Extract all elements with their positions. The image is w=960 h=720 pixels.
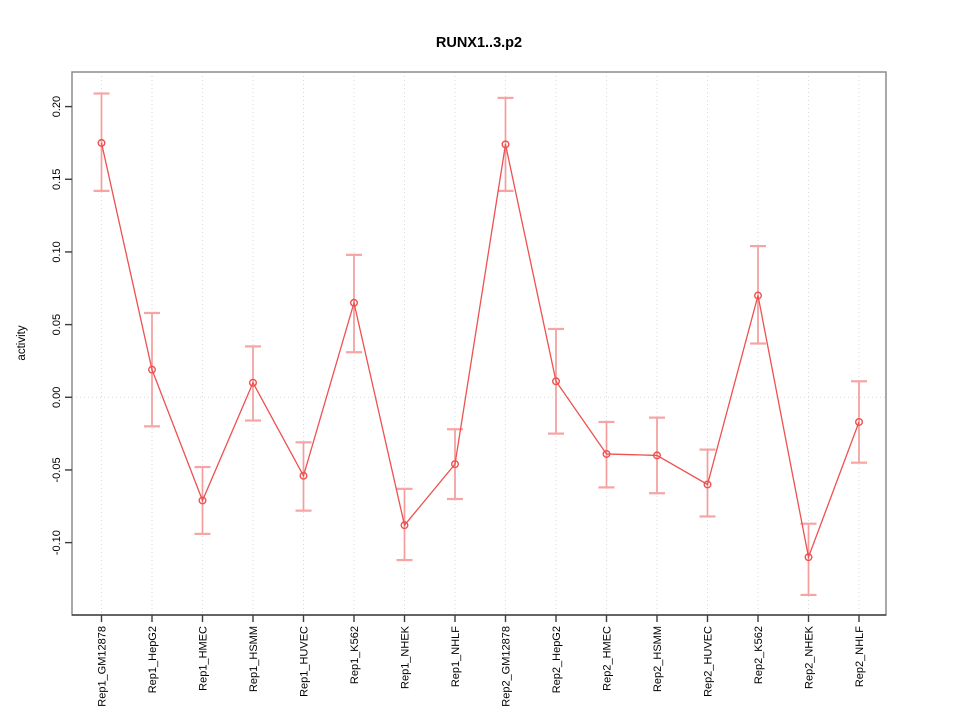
data-point [804, 553, 813, 562]
x-tick-label: Rep2_GM12878 [501, 626, 513, 707]
data-point [97, 138, 106, 147]
data-point [703, 480, 712, 489]
data-point [198, 496, 207, 505]
x-tick-label: Rep2_NHEK [804, 625, 816, 689]
y-tick-label: 0.00 [51, 387, 63, 408]
x-tick-label: Rep1_NHEK [400, 625, 412, 689]
x-tick-label: Rep1_HMEC [198, 626, 210, 691]
data-point [248, 378, 257, 387]
x-tick-label: Rep1_HepG2 [147, 626, 159, 693]
y-tick-label: 0.20 [51, 96, 63, 117]
data-point [451, 460, 460, 469]
x-tick-label: Rep2_HMEC [602, 626, 614, 691]
x-tick-label: Rep2_NHLF [854, 626, 866, 687]
x-tick-label: Rep2_HSMM [652, 626, 664, 692]
data-point [653, 451, 662, 460]
data-point [754, 291, 763, 300]
y-tick-label: 0.15 [51, 169, 63, 190]
data-point [501, 140, 510, 149]
data-point [299, 471, 308, 480]
data-point [602, 449, 611, 458]
data-point [552, 377, 561, 386]
x-tick-label: Rep1_NHLF [450, 626, 462, 687]
plot-area: 0.20 0.15 0.10 0.05 0.00 -0.05 -0.10 Rep1_GM128… [51, 71, 887, 707]
series-line [100, 142, 860, 560]
y-tick-label: -0.10 [51, 530, 63, 555]
y-tick-label: 0.05 [51, 314, 63, 335]
x-tick-label: Rep2_HepG2 [551, 626, 563, 693]
y-tick-label: -0.05 [51, 457, 63, 482]
chart-title: RUNX1..3.p2 [436, 35, 522, 51]
y-tick-label: 0.10 [51, 241, 63, 262]
x-tick-label: Rep2_HUVEC [703, 626, 715, 697]
x-tick-label: Rep1_GM12878 [97, 626, 109, 707]
y-axis-title: activity [16, 325, 28, 360]
data-point [350, 298, 359, 307]
x-tick-label: Rep1_K562 [349, 626, 361, 684]
x-tick-label: Rep1_HUVEC [299, 626, 311, 697]
x-tick-label: Rep1_HSMM [248, 626, 260, 692]
x-tick-label: Rep2_K562 [753, 626, 765, 684]
data-point [400, 521, 409, 530]
data-point [855, 417, 864, 426]
data-point [147, 365, 156, 374]
